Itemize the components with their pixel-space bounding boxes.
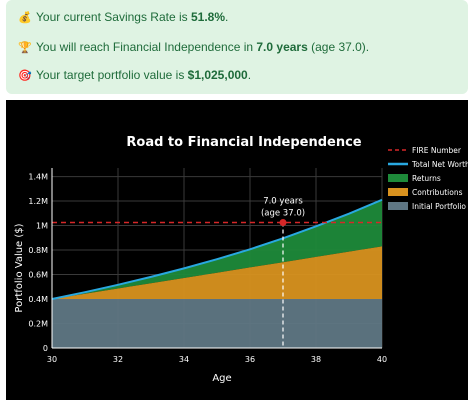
- fi-annotation-line2: (age 37.0): [261, 208, 305, 218]
- savings-rate-line: 💰 Your current Savings Rate is 51.8%.: [18, 10, 229, 24]
- legend-item-total-net-worth[interactable]: Total Net Worth: [388, 160, 470, 169]
- legend-swatch: [388, 202, 408, 210]
- x-tick-label: 40: [377, 355, 387, 364]
- y-tick-label: 0.2M: [28, 320, 48, 329]
- legend-label: Contributions: [412, 188, 463, 197]
- legend-swatch: [388, 188, 408, 196]
- fi-chart[interactable]: Road to Financial Independence Age Portf…: [6, 100, 470, 400]
- money-bag-icon: 💰: [18, 12, 32, 24]
- fi-annotation-line1: 7.0 years: [263, 196, 303, 206]
- x-tick-label: 30: [47, 355, 57, 364]
- fi-point-marker[interactable]: [279, 218, 287, 226]
- y-tick-label: 1M: [36, 222, 48, 231]
- results-panel: 💰 Your current Savings Rate is 51.8%. 🏆 Yo…: [6, 0, 468, 94]
- legend-item-fire-number[interactable]: FIRE Number: [388, 146, 462, 155]
- x-tick-label: 32: [113, 355, 123, 364]
- legend-label: Returns: [412, 174, 441, 183]
- x-tick-label: 34: [179, 355, 189, 364]
- total-net-worth-line: [51, 198, 383, 300]
- legend-item-contributions[interactable]: Contributions: [388, 188, 463, 197]
- savings-rate-value: 51.8%: [190, 10, 225, 24]
- legend-swatch: [388, 174, 408, 182]
- fi-years-value: 7.0 years: [256, 40, 308, 54]
- y-tick-label: 0.6M: [28, 271, 48, 280]
- y-tick-label: 0.8M: [28, 246, 48, 255]
- legend-label: Total Net Worth: [411, 160, 468, 169]
- y-tick-label: 0.4M: [28, 295, 48, 304]
- chart-title: Road to Financial Independence: [126, 135, 361, 150]
- x-tick-label: 38: [311, 355, 321, 364]
- returns-area: [52, 199, 382, 299]
- legend-label: Initial Portfolio: [412, 202, 466, 211]
- fi-chart-svg: Road to Financial Independence Age Portf…: [14, 135, 470, 384]
- legend-item-returns[interactable]: Returns: [388, 174, 441, 183]
- plot-area: 0 0.2M 0.4M 0.6M 0.8M 1M 1.2M 1.4M 30 32 34 36 38 40 7…: [28, 168, 387, 364]
- trophy-icon: 🏆: [18, 42, 32, 54]
- contributions-area: [52, 246, 382, 299]
- chart-legend[interactable]: FIRE Number Total Net Worth Returns Contrib…: [388, 146, 470, 211]
- y-axis-label: Portfolio Value ($): [14, 223, 25, 312]
- initial-portfolio-area: [52, 299, 382, 348]
- legend-label: FIRE Number: [412, 146, 462, 155]
- y-tick-label: 0: [43, 344, 48, 353]
- target-value-line: 🎯 Your target portfolio value is $1,025,0…: [18, 68, 252, 82]
- target-value: $1,025,000: [187, 68, 248, 82]
- target-icon: 🎯: [18, 70, 32, 82]
- x-tick-label: 36: [245, 355, 255, 364]
- legend-item-initial-portfolio[interactable]: Initial Portfolio: [388, 202, 466, 211]
- fi-timeline-line: 🏆 You will reach Financial Independence i…: [18, 40, 370, 54]
- y-tick-label: 1.4M: [28, 173, 48, 182]
- x-axis-label: Age: [212, 373, 231, 384]
- y-tick-label: 1.2M: [28, 197, 48, 206]
